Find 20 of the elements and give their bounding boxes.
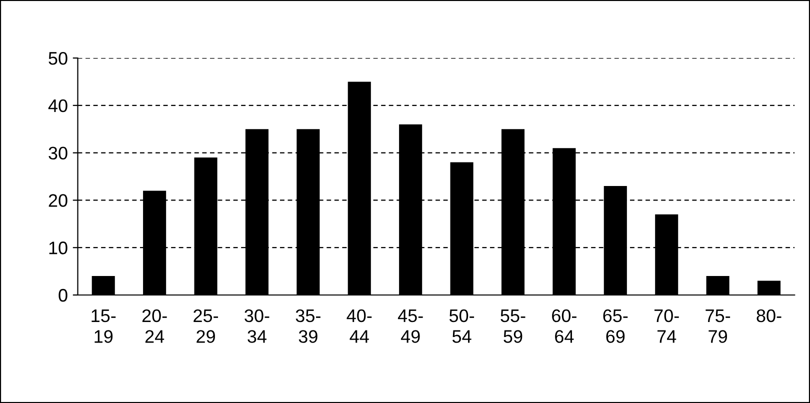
y-tick-label: 40 [48, 99, 68, 112]
x-tick-label: 55- 59 [500, 310, 526, 343]
x-tick-label: 75- 79 [706, 310, 730, 343]
y-tick-label: 0 [58, 288, 68, 302]
x-tick-label: 40- 44 [346, 309, 372, 343]
x-tick-label: 50- 54 [449, 309, 474, 343]
x-tick-label: 20- 24 [142, 309, 167, 343]
x-tick-label: 60- 64 [552, 309, 576, 343]
x-tick-label: 35- 39 [296, 309, 320, 343]
y-tick-label: 10 [49, 242, 68, 254]
x-tick-label: 65- 69 [603, 309, 628, 343]
y-tick-label: 20 [48, 194, 68, 207]
x-tick-label: 80- [756, 309, 782, 322]
x-tick-label: 15- 19 [92, 310, 116, 343]
x-tick-label: 45- 49 [398, 310, 423, 343]
x-tick-label: 25- 29 [194, 309, 218, 343]
x-tick-label: 30- 34 [244, 309, 270, 343]
y-tick-label: 30 [48, 146, 68, 160]
y-tick-label: 50 [48, 52, 68, 65]
x-tick-label: 70- 74 [654, 309, 679, 343]
